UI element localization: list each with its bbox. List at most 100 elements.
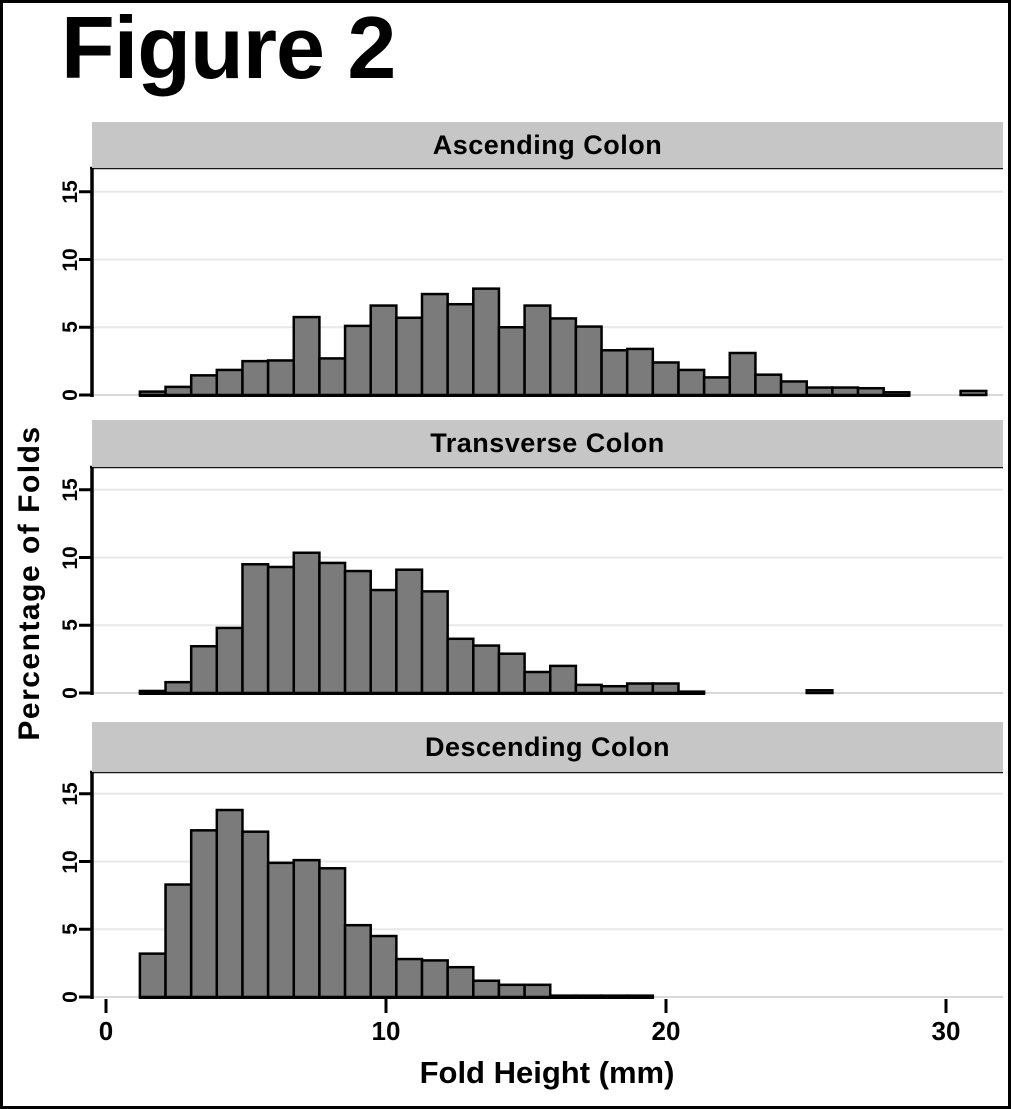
histogram-bar bbox=[241, 563, 270, 695]
y-tick-label: 5 bbox=[59, 619, 82, 632]
panel-1 bbox=[79, 166, 1003, 397]
panel-3 bbox=[79, 770, 1003, 999]
histogram-bar bbox=[318, 561, 347, 695]
histogram-bar bbox=[395, 568, 424, 695]
panel-title-transverse: Transverse Colon bbox=[430, 428, 665, 458]
histogram-bar bbox=[472, 979, 501, 999]
y-tick-label: 15 bbox=[59, 478, 82, 502]
histogram-bar bbox=[882, 391, 911, 397]
histogram-bar bbox=[728, 351, 757, 397]
histogram-bar bbox=[446, 965, 475, 999]
y-tick-label: 15 bbox=[59, 180, 82, 204]
histogram-bar bbox=[446, 637, 475, 695]
y-tick-label: 0 bbox=[59, 687, 82, 699]
panel-title-descending: Descending Colon bbox=[424, 731, 670, 762]
histogram-bar bbox=[266, 861, 296, 999]
histogram-bar bbox=[625, 682, 655, 695]
histogram-bar bbox=[164, 385, 193, 397]
histogram-bar bbox=[805, 386, 834, 397]
histogram-bar bbox=[523, 670, 552, 695]
panel-2 bbox=[79, 465, 1003, 695]
y-tick-label: 10 bbox=[59, 247, 82, 272]
y-tick-label: 10 bbox=[59, 849, 82, 874]
histogram-bar bbox=[138, 390, 167, 397]
panel-header-transverse: Transverse Colon bbox=[92, 420, 1003, 467]
histogram-bar bbox=[318, 357, 347, 397]
histogram-bar bbox=[420, 292, 449, 397]
y-axis-label: Percentage of Folds bbox=[13, 425, 46, 741]
histogram-bar bbox=[266, 565, 296, 695]
y-tick-label: 0 bbox=[59, 389, 82, 401]
histogram-bar bbox=[241, 830, 270, 999]
histogram-bar bbox=[651, 682, 680, 695]
histogram-bar bbox=[395, 316, 424, 397]
histogram-bar bbox=[164, 680, 193, 695]
histogram-bar bbox=[523, 983, 552, 999]
x-tick-label: 20 bbox=[651, 1016, 681, 1046]
histogram-bar bbox=[600, 684, 629, 695]
histogram-bar bbox=[831, 386, 860, 397]
histogram-bar bbox=[189, 374, 219, 397]
histogram-bar bbox=[215, 368, 244, 397]
histogram-bar bbox=[548, 664, 578, 695]
histogram-bar bbox=[548, 317, 578, 397]
histogram-bar bbox=[856, 386, 885, 397]
histogram-bar bbox=[318, 867, 347, 999]
histogram-bar bbox=[574, 994, 603, 999]
histogram-bar bbox=[600, 349, 629, 397]
histogram-bar bbox=[369, 934, 398, 999]
histogram-bar bbox=[959, 389, 988, 397]
histogram-bar bbox=[523, 304, 552, 397]
histogram-bar bbox=[600, 994, 629, 999]
histogram-bar bbox=[497, 983, 526, 999]
figure-title: Figure 2 bbox=[61, 0, 396, 97]
x-axis-label: Fold Height (mm) bbox=[419, 1055, 675, 1090]
histogram-plot bbox=[79, 166, 1003, 1013]
histogram-bar bbox=[805, 689, 834, 695]
histogram-bar bbox=[395, 957, 424, 999]
histogram-bar bbox=[189, 829, 219, 999]
histogram-bar bbox=[292, 315, 321, 397]
histogram-bar bbox=[625, 994, 655, 999]
histogram-bar bbox=[779, 380, 808, 397]
histogram-bar bbox=[574, 325, 603, 397]
histogram-bar bbox=[702, 376, 732, 397]
histogram-bar bbox=[677, 690, 706, 695]
x-tick-label: 30 bbox=[931, 1016, 961, 1046]
histogram-bar bbox=[189, 645, 219, 695]
histogram-bar bbox=[420, 590, 449, 695]
histogram-bar bbox=[651, 361, 680, 397]
histogram-bar bbox=[138, 952, 167, 999]
histogram-bar bbox=[446, 302, 475, 397]
histogram-bar bbox=[343, 569, 372, 695]
y-tick-label: 0 bbox=[59, 991, 82, 1003]
x-tick-label: 0 bbox=[98, 1016, 114, 1046]
histogram-bar bbox=[472, 644, 501, 695]
histogram-bar bbox=[420, 959, 449, 999]
histogram-bar bbox=[497, 326, 526, 397]
x-tick-label: 10 bbox=[371, 1016, 401, 1046]
y-tick-label: 10 bbox=[59, 545, 82, 570]
panel-header-ascending: Ascending Colon bbox=[92, 122, 1003, 168]
histogram-bar bbox=[677, 368, 706, 397]
histogram-bar bbox=[343, 324, 372, 397]
histogram-bar bbox=[625, 347, 655, 397]
histogram-bar bbox=[241, 359, 270, 397]
histogram-bar bbox=[548, 994, 578, 999]
histogram-bar bbox=[164, 883, 193, 999]
histogram-bar bbox=[215, 626, 244, 695]
y-tick-label: 15 bbox=[59, 782, 82, 806]
histogram-bar bbox=[497, 652, 526, 695]
histogram-bar bbox=[215, 808, 244, 999]
histogram-bar bbox=[754, 373, 783, 397]
y-tick-label: 5 bbox=[59, 923, 82, 936]
histogram-bar bbox=[472, 287, 501, 397]
histogram-bar bbox=[369, 304, 398, 397]
histogram-bar bbox=[343, 923, 372, 999]
panel-title-ascending: Ascending Colon bbox=[432, 129, 663, 160]
histogram-bar bbox=[369, 588, 398, 695]
histogram-bar bbox=[574, 683, 603, 695]
histogram-bar bbox=[292, 858, 321, 999]
panel-header-descending: Descending Colon bbox=[92, 722, 1003, 772]
